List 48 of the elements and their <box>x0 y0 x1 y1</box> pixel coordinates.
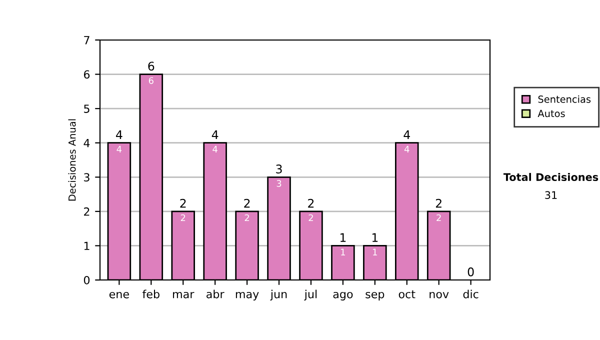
y-tick-label: 2 <box>84 207 90 216</box>
data-label: 2 <box>244 214 250 222</box>
legend-label: Sentencias <box>538 95 591 103</box>
data-label: 6 <box>148 77 154 84</box>
y-axis-title: Decisiones Anual <box>68 119 76 201</box>
y-tick-label: 5 <box>84 104 90 113</box>
data-label: 2 <box>308 214 313 222</box>
x-tick-label: jul <box>304 290 317 300</box>
x-tick-label: sep <box>366 292 384 300</box>
x-tick-label: ene <box>109 292 129 298</box>
y-tick-label: 6 <box>84 70 90 79</box>
text: 31 <box>545 191 557 200</box>
data-label: 3 <box>276 180 282 187</box>
total-label: 4 <box>404 130 410 140</box>
data-label: 1 <box>373 248 377 256</box>
y-tick-label: 3 <box>84 173 90 182</box>
total-label: 2 <box>308 198 314 208</box>
text: Total Decisiones <box>503 172 598 182</box>
total-label: 1 <box>340 233 346 242</box>
total-label: 2 <box>436 198 442 208</box>
data-label: 4 <box>404 146 410 152</box>
y-tick-label: 7 <box>84 36 90 44</box>
total-label: 4 <box>212 130 218 140</box>
total-label: 6 <box>148 62 154 71</box>
y-tick-label: 1 <box>84 242 90 250</box>
data-label: 4 <box>116 146 122 152</box>
x-tick-label: oct <box>398 290 416 298</box>
y-tick-label: 4 <box>84 138 90 148</box>
total-label: 1 <box>372 233 378 242</box>
total-label: 2 <box>180 198 186 208</box>
total-label: 0 <box>468 267 474 276</box>
legend-label: Autos <box>538 110 565 118</box>
x-tick-label: jun <box>270 290 287 300</box>
total-label: 3 <box>276 164 282 174</box>
data-label: 2 <box>180 214 186 222</box>
y-tick-label: 0 <box>84 276 90 284</box>
x-tick-label: feb <box>142 290 160 298</box>
total-label: 2 <box>244 198 250 208</box>
x-tick-label: abr <box>206 290 224 298</box>
x-tick-label: dic <box>463 290 478 298</box>
x-tick-label: mar <box>173 292 194 298</box>
data-label: 2 <box>436 214 441 222</box>
x-tick-label: ago <box>333 292 353 300</box>
x-tick-label: nov <box>430 292 449 298</box>
data-label: 4 <box>212 146 218 152</box>
total-label: 4 <box>116 130 122 140</box>
data-label: 1 <box>341 248 345 256</box>
x-tick-label: may <box>236 292 259 300</box>
